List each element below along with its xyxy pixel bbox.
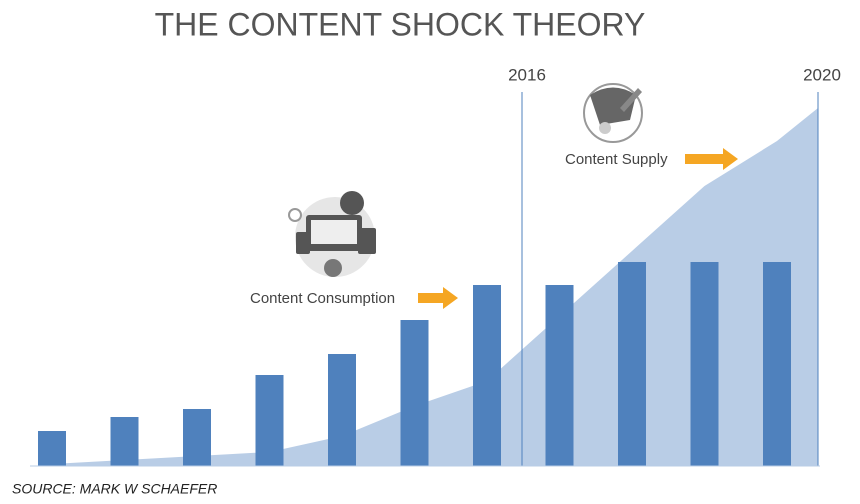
bar	[618, 262, 646, 466]
year-label: 2020	[803, 65, 841, 84]
annotation: Content Supply	[565, 151, 668, 168]
supply-icon	[583, 83, 643, 143]
bar	[763, 262, 791, 466]
bar	[183, 409, 211, 466]
source: SOURCE: MARK W SCHAEFER	[12, 481, 217, 497]
bar	[255, 375, 284, 466]
bar	[328, 354, 356, 466]
arrow	[685, 148, 738, 170]
bar	[400, 320, 429, 466]
year-label: 2016	[508, 65, 546, 84]
plot	[38, 108, 818, 466]
chart-title: THE CONTENT SHOCK THEORY	[155, 6, 646, 42]
consumption-icon	[288, 191, 376, 277]
annotation: Content Consumption	[250, 290, 395, 307]
bar	[690, 262, 719, 466]
bar	[110, 417, 139, 466]
arrow	[418, 287, 458, 309]
bar	[473, 285, 501, 466]
bar	[545, 285, 574, 466]
bar	[38, 431, 66, 466]
